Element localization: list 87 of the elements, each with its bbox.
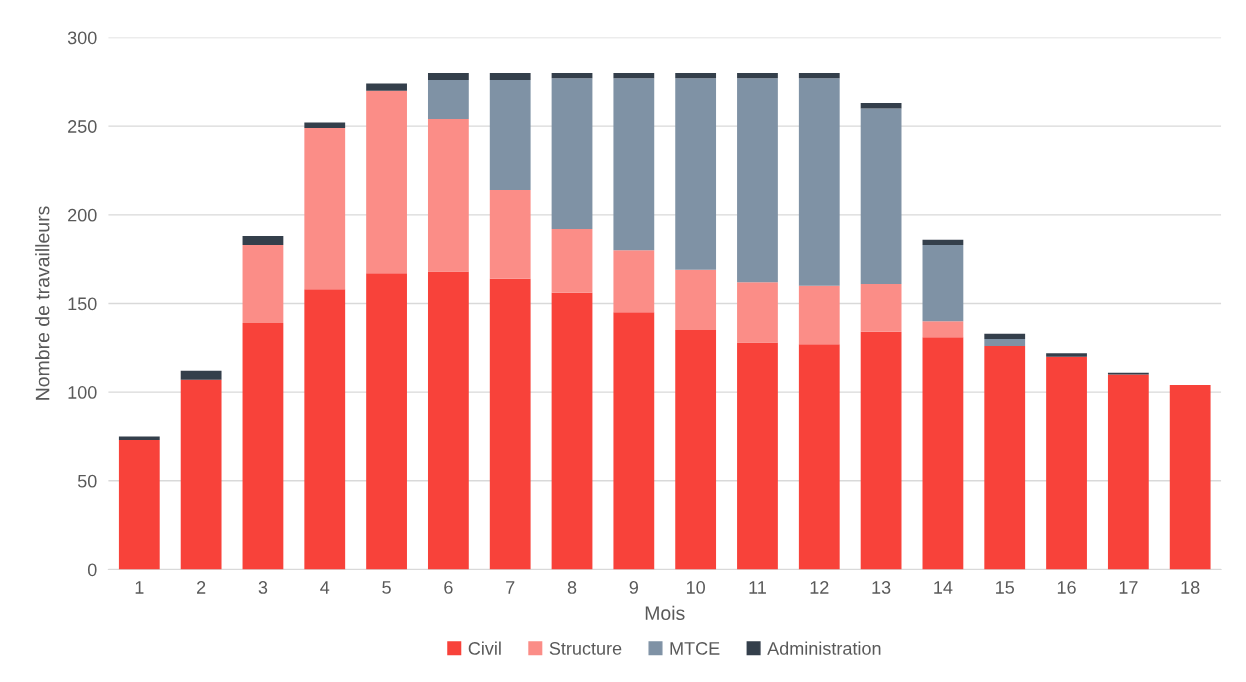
legend-label: Civil (468, 641, 501, 655)
x-tick-label: 5 (382, 581, 391, 594)
bar (551, 78, 593, 230)
y-tick-label: 250 (68, 120, 97, 133)
bar (489, 190, 531, 279)
bar (798, 344, 840, 570)
x-tick-label: 4 (320, 581, 330, 594)
x-axis-title: Mois (645, 605, 685, 621)
bar (675, 330, 717, 570)
bar (613, 72, 655, 79)
bar (675, 72, 717, 79)
x-tick-label: 6 (444, 581, 453, 594)
bar (366, 90, 407, 274)
bar (1046, 353, 1087, 357)
bar (860, 103, 902, 109)
bar (551, 292, 593, 570)
x-tick-label: 16 (1057, 581, 1076, 594)
bar (613, 312, 655, 570)
x-tick-label: 10 (686, 581, 705, 594)
x-tick-label: 1 (135, 581, 144, 594)
bar (489, 80, 531, 191)
bar (922, 337, 964, 570)
bar (860, 331, 902, 570)
bar (737, 342, 778, 570)
bar (922, 321, 964, 338)
bar (613, 250, 655, 313)
y-tick-label: 150 (68, 297, 97, 311)
bar (737, 78, 778, 283)
x-tick-label: 12 (810, 581, 829, 594)
bar (860, 108, 902, 284)
y-tick-label: 200 (68, 208, 97, 222)
bar (1169, 385, 1211, 570)
bar (118, 440, 160, 570)
bar (427, 72, 469, 81)
bar (427, 80, 469, 120)
bar (860, 283, 902, 332)
bar (551, 229, 593, 293)
x-tick-label: 8 (567, 581, 577, 594)
bar (304, 122, 346, 128)
x-tick-label: 13 (872, 581, 891, 594)
x-tick-label: 3 (258, 581, 268, 594)
bar (551, 72, 593, 79)
bar (737, 282, 778, 343)
bar (118, 436, 160, 441)
x-tick-label: 9 (629, 581, 638, 594)
x-tick-label: 17 (1119, 581, 1138, 594)
bar (984, 338, 1026, 347)
x-tick-label: 11 (749, 581, 766, 594)
x-tick-label: 15 (996, 581, 1015, 594)
bar (242, 236, 284, 245)
bar (304, 127, 346, 290)
bar (798, 285, 840, 345)
y-tick-label: 100 (68, 386, 97, 399)
bar (489, 72, 531, 81)
x-tick-label: 7 (506, 581, 515, 594)
bar (922, 244, 964, 322)
legend-label: MTCE (670, 642, 720, 655)
bar (1107, 374, 1149, 570)
bar (427, 271, 469, 570)
bar (427, 119, 469, 272)
x-tick-label: 2 (197, 581, 206, 594)
bar (798, 72, 840, 79)
x-tick-label: 14 (934, 581, 953, 594)
bar (242, 323, 284, 570)
bar (242, 244, 284, 323)
legend-label: Administration (767, 641, 881, 655)
bar (922, 239, 964, 245)
bar (489, 278, 531, 570)
bar (613, 78, 655, 251)
bar (366, 273, 407, 570)
bar (1046, 356, 1087, 570)
y-tick-label: 300 (67, 31, 97, 45)
bar (366, 83, 407, 91)
y-tick-label: 0 (87, 563, 97, 577)
bar (180, 379, 222, 570)
y-tick-label: 50 (77, 474, 97, 488)
bar (984, 346, 1026, 570)
bar (984, 333, 1026, 339)
bar (304, 289, 346, 570)
bar (737, 72, 778, 79)
y-axis-title: Nombre de travailleurs (35, 206, 50, 400)
legend-label: Structure (549, 642, 622, 655)
bar (798, 78, 840, 286)
bar (675, 78, 717, 270)
bar (675, 269, 717, 331)
x-tick-label: 18 (1181, 581, 1200, 594)
bar (180, 370, 222, 380)
